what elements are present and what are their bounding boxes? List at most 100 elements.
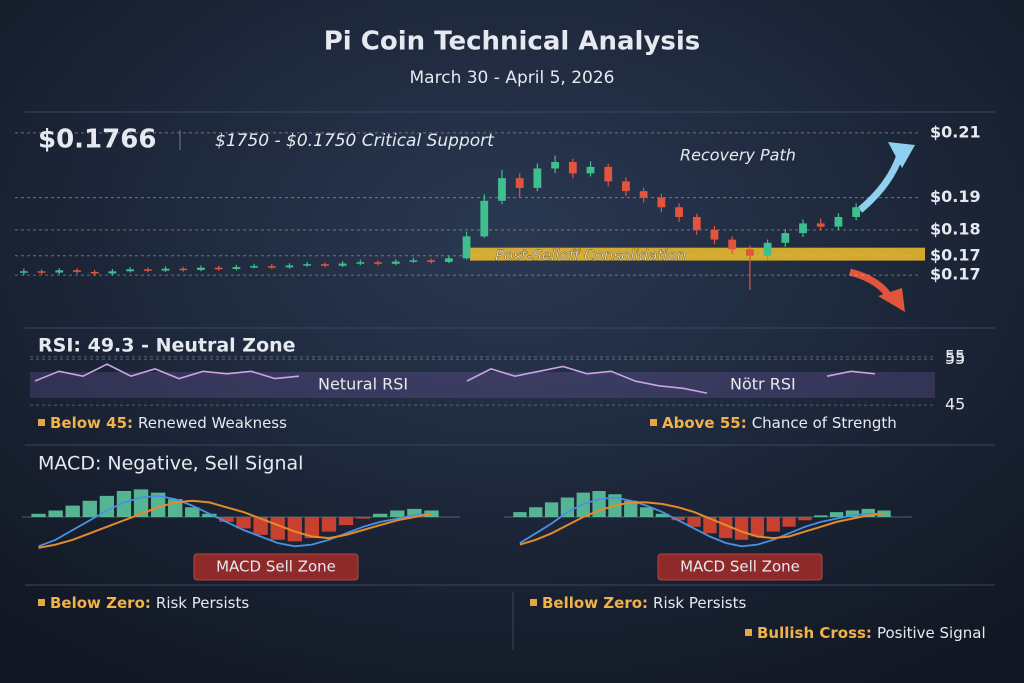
y-tick-label: $0.19 bbox=[930, 187, 981, 206]
y-tick-label: 55 bbox=[945, 346, 965, 365]
note-bullet bbox=[745, 629, 752, 636]
candle-body bbox=[763, 242, 772, 256]
histogram-bar bbox=[185, 507, 200, 517]
candle-body bbox=[391, 261, 400, 264]
candle-body bbox=[515, 178, 524, 188]
note: Above 55: Chance of Strength bbox=[662, 414, 897, 432]
histogram-bar bbox=[287, 517, 302, 542]
up-arrow bbox=[857, 153, 904, 213]
note-bullet bbox=[530, 599, 537, 606]
candle-body bbox=[232, 267, 241, 270]
y-tick-label: $0.21 bbox=[930, 122, 981, 141]
histogram-bar bbox=[219, 517, 234, 522]
histogram-bar bbox=[655, 513, 670, 517]
histogram-bar bbox=[671, 517, 685, 521]
note: Below Zero: Risk Persists bbox=[50, 594, 249, 612]
note-bullet bbox=[38, 599, 45, 606]
histogram-bar bbox=[65, 505, 80, 517]
histogram-bar bbox=[355, 517, 371, 519]
note-text: Chance of Strength bbox=[752, 414, 897, 432]
note: Bullish Cross: Positive Signal bbox=[757, 624, 986, 642]
candle-body bbox=[586, 166, 595, 174]
candle-body bbox=[799, 223, 807, 234]
candle-body bbox=[374, 262, 382, 264]
note-key: Above 55: bbox=[662, 414, 747, 432]
histogram-bar bbox=[750, 517, 765, 537]
histogram-bar bbox=[304, 517, 320, 539]
candle-body bbox=[816, 223, 825, 227]
candle-body bbox=[604, 166, 613, 182]
note-key: Bullish Cross: bbox=[757, 624, 872, 642]
candle-body bbox=[852, 207, 861, 217]
up-arrow-head bbox=[888, 142, 915, 168]
support-label: $1750 - $0.1750 Critical Support bbox=[215, 131, 495, 151]
candle-body bbox=[321, 264, 329, 266]
candle-body bbox=[179, 268, 188, 271]
histogram-bar bbox=[798, 517, 812, 521]
candle-body bbox=[143, 269, 152, 271]
histogram-bar bbox=[845, 510, 860, 517]
histogram-bar bbox=[116, 491, 132, 517]
y-tick-label: $0.17 bbox=[930, 245, 981, 264]
candle-body bbox=[19, 271, 28, 273]
note-bullet bbox=[650, 419, 657, 426]
panel-title: RSI: 49.3 - Neutral Zone bbox=[38, 335, 296, 357]
candle-body bbox=[568, 162, 577, 174]
note-key: Below 45: bbox=[50, 414, 133, 432]
candle-body bbox=[498, 178, 506, 201]
signal-line bbox=[519, 501, 885, 546]
histogram-bar bbox=[624, 500, 638, 517]
note-text: Positive Signal bbox=[877, 624, 986, 642]
histogram-bar bbox=[150, 492, 166, 517]
candle-body bbox=[551, 162, 559, 169]
candle-body bbox=[533, 168, 542, 188]
histogram-bar bbox=[814, 515, 828, 517]
note-text: Renewed Weakness bbox=[138, 414, 287, 432]
y-tick-label: $0.17 bbox=[930, 265, 981, 284]
histogram-bar bbox=[766, 517, 780, 532]
candle-body bbox=[73, 270, 81, 272]
candle-body bbox=[675, 207, 683, 217]
signal-line bbox=[38, 499, 432, 549]
annotation: Netural RSI bbox=[318, 375, 408, 394]
zone-label: MACD Sell Zone bbox=[216, 558, 336, 576]
y-tick-label: 45 bbox=[945, 395, 965, 414]
histogram-bar bbox=[407, 508, 422, 517]
candle-body bbox=[285, 265, 294, 268]
histogram-bar bbox=[338, 517, 354, 526]
candle-body bbox=[161, 268, 170, 271]
macd-line bbox=[519, 496, 885, 548]
histogram-bar bbox=[31, 513, 46, 517]
histogram-bar bbox=[703, 517, 717, 534]
zone-label: MACD Sell Zone bbox=[680, 558, 800, 576]
candle-body bbox=[55, 270, 64, 273]
histogram-bar bbox=[373, 513, 388, 517]
candle-body bbox=[126, 269, 134, 272]
candle-body bbox=[639, 191, 648, 198]
candle-body bbox=[728, 239, 737, 250]
note: Below 45: Renewed Weakness bbox=[50, 414, 287, 432]
histogram-bar bbox=[639, 507, 654, 517]
rsi-line bbox=[34, 363, 876, 394]
candle-body bbox=[338, 263, 347, 266]
candle-body bbox=[692, 216, 701, 230]
histogram-bar bbox=[253, 517, 268, 535]
candle-body bbox=[834, 216, 843, 227]
candle-body bbox=[462, 236, 471, 259]
candle-body bbox=[214, 267, 223, 270]
histogram-bar bbox=[236, 517, 251, 529]
note-key: Below Zero: bbox=[50, 594, 151, 612]
price: $0.1766 bbox=[38, 125, 156, 155]
histogram-bar bbox=[390, 510, 405, 517]
down-arrow-head bbox=[878, 288, 905, 312]
annotation: Nötr RSI bbox=[730, 375, 796, 394]
note-text: Risk Persists bbox=[156, 594, 249, 612]
histogram-bar bbox=[734, 517, 749, 540]
candle-body bbox=[781, 233, 790, 243]
candle-body bbox=[303, 264, 312, 266]
annotation: Recovery Path bbox=[680, 146, 796, 165]
macd-line bbox=[38, 494, 432, 548]
